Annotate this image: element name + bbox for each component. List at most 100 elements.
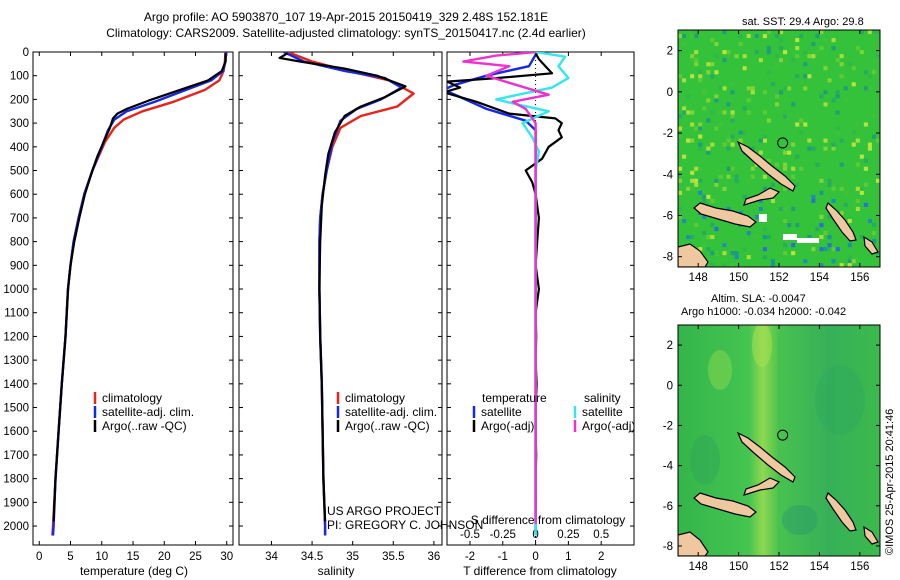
sst-pixel xyxy=(871,70,877,75)
sst-pixel xyxy=(799,166,804,171)
sst-pixel xyxy=(847,243,852,248)
sst-pixel xyxy=(742,247,747,252)
sst-pixel xyxy=(875,251,880,256)
sst-pixel xyxy=(678,178,683,183)
sst-pixel xyxy=(851,66,856,71)
sst-pixel xyxy=(839,210,844,215)
sst-pixel xyxy=(807,235,812,240)
x-tick-label: 1 xyxy=(565,551,571,563)
sst-pixel xyxy=(690,235,695,240)
sst-pixel xyxy=(746,66,751,71)
sst-pixel xyxy=(762,186,767,191)
sst-pixel xyxy=(799,34,804,39)
sst-pixel xyxy=(819,94,824,99)
map-x-tick-label: 152 xyxy=(769,272,788,284)
sst-pixel xyxy=(730,118,735,123)
sst-pixel xyxy=(867,146,872,151)
y-tick-label: 1800 xyxy=(3,474,29,486)
x-tick-label: 10 xyxy=(95,551,108,563)
sst-pixel xyxy=(698,190,703,195)
sst-pixel xyxy=(851,130,856,135)
sst-pixel xyxy=(847,263,852,267)
x-tick-label: 34 xyxy=(265,551,278,563)
sst-pixel xyxy=(706,70,711,75)
sst-pixel xyxy=(791,102,796,107)
sst-pixel xyxy=(783,114,788,119)
sst-pixel xyxy=(730,142,735,147)
y-tick-label: 1200 xyxy=(3,331,29,343)
sst-pixel xyxy=(795,222,800,228)
sst-pixel xyxy=(770,259,776,264)
sst-pixel xyxy=(694,62,699,67)
sst-pixel xyxy=(746,178,751,183)
sst-pixel xyxy=(783,243,788,248)
sst-pixel xyxy=(875,30,880,35)
sst-pixel xyxy=(726,102,731,107)
sst-pixel xyxy=(835,94,840,99)
sst-pixel xyxy=(706,247,711,252)
sst-pixel xyxy=(698,247,703,252)
series-line-satellite-adj-clim- xyxy=(51,52,228,536)
sst-pixel xyxy=(787,86,792,91)
x-tick-label: 0 xyxy=(36,551,42,563)
sst-pixel xyxy=(774,94,780,99)
x-tick-label: -2 xyxy=(465,551,475,563)
sst-pixel xyxy=(762,247,767,252)
legend-label-satellite: satellite-adj. clim. xyxy=(345,405,437,419)
sst-pixel xyxy=(863,86,868,91)
sst-pixel xyxy=(678,134,683,139)
sst-pixel xyxy=(795,74,800,79)
x-tick-label: 36 xyxy=(427,551,440,563)
x-tick-label-salinity: -0.5 xyxy=(460,529,480,541)
sst-pixel xyxy=(819,30,824,35)
salinity-axes-frame xyxy=(238,51,443,546)
sst-pixel xyxy=(770,82,776,87)
sla-blob xyxy=(752,325,772,367)
sst-pixel xyxy=(774,34,780,39)
sst-pixel xyxy=(783,251,788,256)
map-y-tick-label: -4 xyxy=(663,461,674,473)
y-tick-label: 900 xyxy=(10,260,29,272)
sst-pixel xyxy=(678,206,683,211)
sst-pixel xyxy=(762,235,767,240)
temperature-lines xyxy=(51,52,228,536)
map-y-tick-label: 2 xyxy=(667,46,673,58)
sla-blob xyxy=(815,365,865,435)
sst-pixel xyxy=(702,198,707,203)
sst-pixel xyxy=(799,118,804,123)
sst-pixel xyxy=(859,186,864,191)
sla-blob xyxy=(782,505,818,535)
sla-blob xyxy=(708,350,732,390)
sst-pixel xyxy=(823,138,828,143)
legend-label-climatology: climatology xyxy=(102,391,162,405)
sst-pixel xyxy=(694,166,699,171)
legend-label-t-satellite: satellite xyxy=(481,405,522,419)
sst-pixel xyxy=(710,198,715,203)
x-tick-label: 5 xyxy=(67,551,73,563)
sst-pixel xyxy=(839,62,844,67)
series-line-argo-raw-qc- xyxy=(278,52,407,522)
sst-pixel xyxy=(847,259,852,264)
sst-pixel xyxy=(871,114,877,119)
sst-pixel xyxy=(847,218,852,224)
sst-pixel xyxy=(746,231,751,236)
sst-pixel xyxy=(734,54,739,59)
sst-pixel xyxy=(851,82,856,87)
difference-lines xyxy=(447,52,570,536)
sst-pixel xyxy=(678,34,683,39)
sst-pixel xyxy=(819,263,824,267)
map-y-tick-label: -6 xyxy=(663,210,673,222)
sst-pixel xyxy=(682,42,687,47)
sst-pixel xyxy=(843,86,848,91)
sst-pixel xyxy=(787,222,792,228)
sst-pixel xyxy=(875,54,880,59)
sst-pixel xyxy=(746,110,751,115)
sst-pixel xyxy=(819,247,824,252)
sst-pixel xyxy=(859,190,864,195)
sst-pixel xyxy=(734,255,739,260)
legend-label-satellite: satellite-adj. clim. xyxy=(102,405,194,419)
sst-pixel xyxy=(702,231,707,236)
sst-pixel xyxy=(803,122,808,127)
sst-pixel xyxy=(758,58,763,63)
sst-pixel xyxy=(863,166,868,171)
